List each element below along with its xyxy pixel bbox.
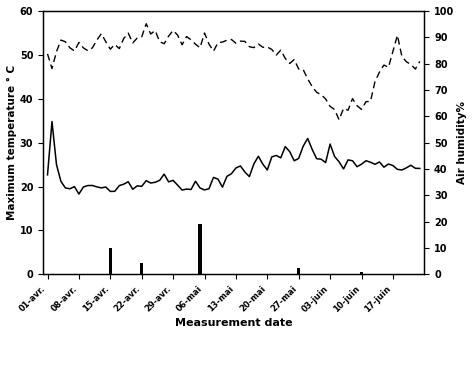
Bar (297, 268, 300, 274)
Bar (199, 224, 201, 274)
Bar (109, 248, 112, 274)
Bar (140, 263, 143, 274)
Y-axis label: Maximum temperature ° C: Maximum temperature ° C (7, 65, 17, 220)
Bar (360, 272, 363, 274)
Y-axis label: Air humidity%: Air humidity% (457, 101, 467, 184)
X-axis label: Measurement date: Measurement date (175, 318, 292, 328)
